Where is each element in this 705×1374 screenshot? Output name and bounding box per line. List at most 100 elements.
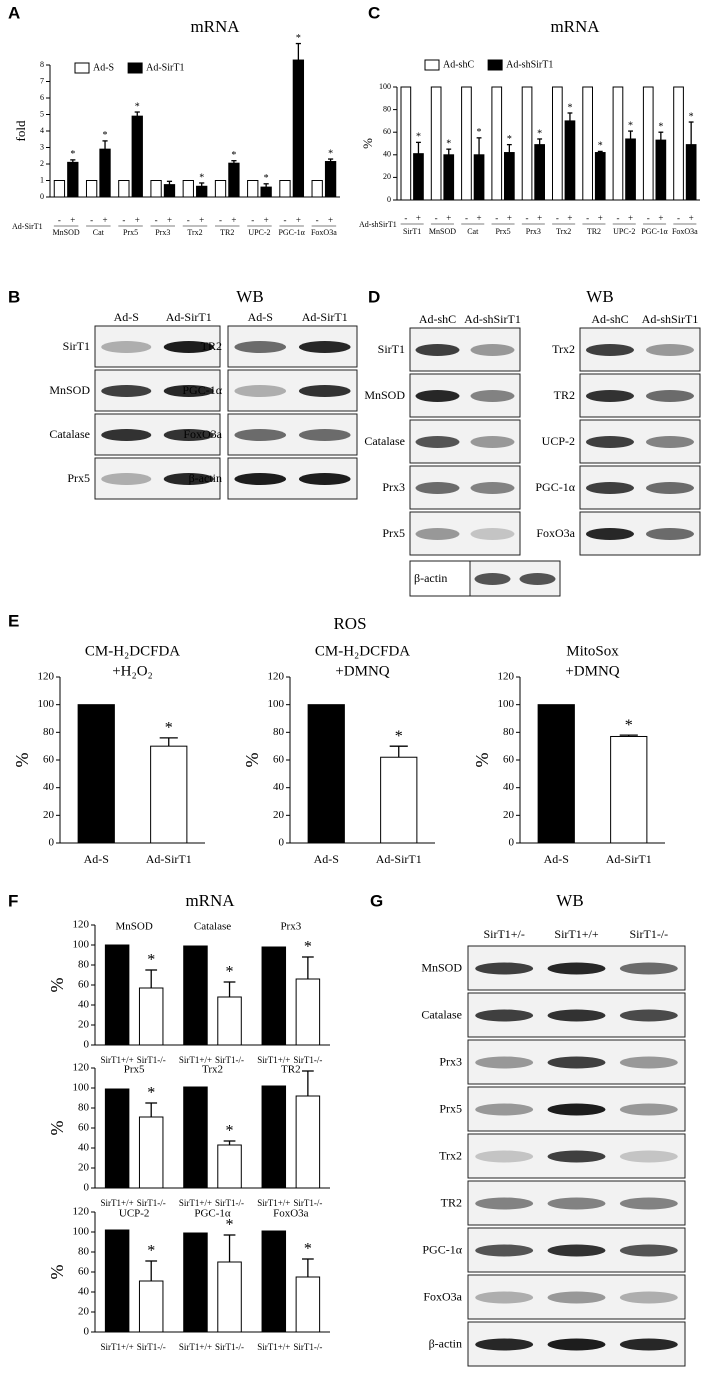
y-tick-label: 60 <box>78 979 90 991</box>
bar <box>138 1116 164 1189</box>
treatment-sign: + <box>446 213 451 223</box>
significance-marker: * <box>296 33 301 44</box>
category-label: SirT1 <box>403 227 421 236</box>
significance-marker: * <box>598 141 603 152</box>
bar <box>504 152 515 201</box>
blot-band <box>475 1197 534 1210</box>
series-label: SirT1-/- <box>137 1055 166 1065</box>
blot-row-label: TR2 <box>441 1195 462 1209</box>
significance-marker: * <box>70 149 75 160</box>
blot-column-label: Ad-shSirT1 <box>642 312 699 326</box>
chart-title: CM-H₂DCFDA <box>315 643 410 659</box>
bar <box>642 86 654 201</box>
panel-letter: F <box>8 891 18 910</box>
y-tick-label: 100 <box>379 82 391 91</box>
significance-marker: * <box>507 134 512 145</box>
blot-band <box>547 1291 606 1304</box>
blot-band <box>547 1103 606 1116</box>
series-label: SirT1+/+ <box>179 1198 212 1208</box>
series-label: SirT1-/- <box>137 1198 166 1208</box>
bar <box>104 944 130 1046</box>
blot-band <box>547 1009 606 1022</box>
category-label: UPC-2 <box>248 228 270 237</box>
bar <box>196 185 208 198</box>
y-axis-label: % <box>47 978 67 993</box>
y-tick-label: 40 <box>43 781 55 793</box>
category-label: MnSOD <box>429 227 456 236</box>
legend-swatch <box>127 62 143 74</box>
blot-band <box>547 1244 606 1257</box>
bar <box>655 139 667 201</box>
legend-label: Ad-S <box>93 62 114 73</box>
bar <box>292 59 305 198</box>
y-tick-label: 60 <box>78 1266 90 1278</box>
panel-letter: D <box>368 287 380 306</box>
blot-band <box>415 528 460 540</box>
series-label: SirT1+/+ <box>257 1055 290 1065</box>
treatment-sign: + <box>628 213 633 223</box>
bar <box>307 704 345 844</box>
category-label: Trx2 <box>556 227 571 236</box>
chart-title: +DMNQ <box>335 663 389 679</box>
category-label: Cat <box>93 228 105 237</box>
blot-row-label: FoxO3a <box>183 427 222 441</box>
y-tick-label: 20 <box>273 809 285 821</box>
blot-column-label: SirT1+/- <box>483 927 524 941</box>
series-label: SirT1+/+ <box>101 1055 134 1065</box>
blot-band <box>619 1291 678 1304</box>
significance-marker: * <box>567 102 572 113</box>
y-tick-label: 80 <box>383 104 391 113</box>
y-tick-label: 0 <box>387 195 391 204</box>
y-tick-label: 0 <box>84 1182 90 1194</box>
significance-marker: * <box>226 964 234 981</box>
treatment-sign: - <box>58 215 61 225</box>
y-axis-label: % <box>472 753 492 768</box>
category-label: PGC-1α <box>641 227 668 236</box>
category-label: Ad-S <box>314 852 339 866</box>
treatment-sign: - <box>122 215 125 225</box>
blot-band <box>547 1338 606 1351</box>
blot-column-label: SirT1-/- <box>629 927 668 941</box>
category-label: Ad-S <box>84 852 109 866</box>
bar <box>491 86 503 201</box>
blot-band <box>475 962 534 975</box>
bar <box>443 154 455 201</box>
y-tick-label: 80 <box>78 959 90 971</box>
panel-heading: mRNA <box>185 891 235 910</box>
treatment-sign: - <box>251 215 254 225</box>
y-tick-label: 6 <box>40 93 44 102</box>
bar <box>537 704 575 844</box>
category-label: UCP-2 <box>119 1208 150 1220</box>
y-tick-label: 60 <box>273 754 285 766</box>
category-label: Trx2 <box>187 228 202 237</box>
bar <box>138 1280 164 1333</box>
blot-band <box>619 1150 678 1163</box>
y-tick-label: 40 <box>273 781 285 793</box>
treatment-sign: + <box>328 215 333 225</box>
category-label: Trx2 <box>202 1064 223 1076</box>
y-tick-label: 80 <box>503 726 515 738</box>
blot-row-label: β-actin <box>189 471 222 485</box>
legend-label: Ad-SirT1 <box>146 62 184 73</box>
y-tick-label: 20 <box>43 809 55 821</box>
y-axis-label: % <box>12 753 32 768</box>
category-label: TR2 <box>220 228 234 237</box>
significance-marker: * <box>304 1241 312 1258</box>
bar <box>685 144 697 201</box>
blot-column-label: SirT1+/+ <box>554 927 598 941</box>
category-label: TR2 <box>587 227 601 236</box>
series-label: SirT1-/- <box>215 1198 244 1208</box>
bar <box>260 186 272 198</box>
category-label: Prx5 <box>495 227 510 236</box>
blot-band <box>619 962 678 975</box>
category-label: FoxO3a <box>273 1208 309 1220</box>
blot-row-label: TR2 <box>554 388 575 402</box>
bar <box>67 161 79 198</box>
blot-band <box>619 1103 678 1116</box>
blot-band <box>646 344 694 356</box>
bar <box>138 987 164 1046</box>
blot-row-label: Trx2 <box>439 1148 462 1162</box>
y-tick-label: 0 <box>279 837 285 849</box>
treatment-sign: - <box>404 213 407 223</box>
treatment-sign: - <box>495 213 498 223</box>
